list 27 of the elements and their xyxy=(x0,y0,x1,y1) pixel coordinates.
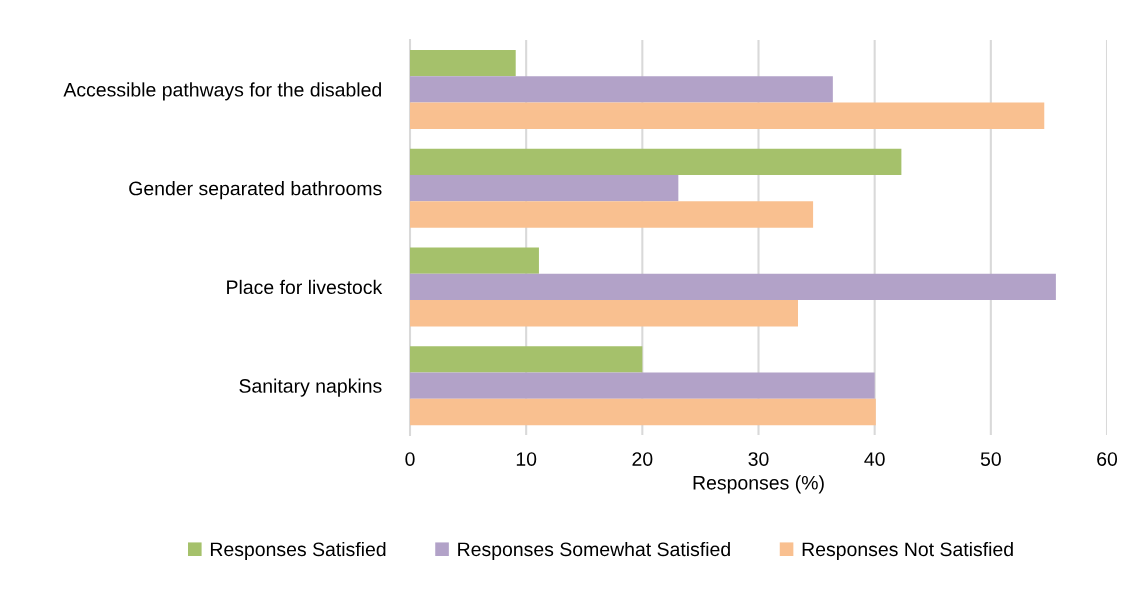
bar xyxy=(410,372,875,399)
bar xyxy=(410,174,679,202)
x-tick-label: 60 xyxy=(1097,452,1118,466)
bar xyxy=(410,398,876,426)
bar xyxy=(410,300,798,327)
bar xyxy=(410,76,833,103)
y-tick-label: Gender separated bathrooms xyxy=(129,181,382,200)
x-tick-label: 40 xyxy=(864,452,885,466)
bar xyxy=(410,346,643,373)
x-tick-label: 0 xyxy=(405,452,415,466)
y-tick-label: Sanitary napkins xyxy=(239,378,382,397)
legend-label: Responses Satisfied xyxy=(210,541,386,561)
x-tick-label: 30 xyxy=(748,452,769,466)
bar xyxy=(410,273,1056,301)
y-tick-label: Place for livestock xyxy=(227,279,383,295)
y-tick-label: Accessible pathways for the disabled xyxy=(63,82,381,101)
x-tick-label: 50 xyxy=(980,452,1001,466)
legend-label: Responses Somewhat Satisfied xyxy=(458,541,730,561)
x-tick-label: 20 xyxy=(632,452,653,466)
bar xyxy=(410,102,1045,129)
x-tick-label: 10 xyxy=(516,452,537,466)
bar xyxy=(410,49,516,77)
bar xyxy=(410,148,902,175)
bar xyxy=(410,247,539,274)
bar xyxy=(410,201,814,228)
x-axis-title: Responses (%) xyxy=(693,475,824,494)
legend-label: Responses Not Satisfied xyxy=(802,541,1013,561)
